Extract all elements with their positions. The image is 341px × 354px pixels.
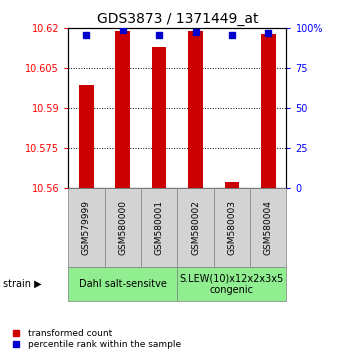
Text: GSM580004: GSM580004 bbox=[264, 200, 273, 255]
Text: GSM580002: GSM580002 bbox=[191, 200, 200, 255]
Text: S.LEW(10)x12x2x3x5
congenic: S.LEW(10)x12x2x3x5 congenic bbox=[180, 273, 284, 295]
Legend: transformed count, percentile rank within the sample: transformed count, percentile rank withi… bbox=[11, 329, 181, 349]
Bar bbox=[152, 47, 166, 188]
Text: Dahl salt-sensitve: Dahl salt-sensitve bbox=[79, 279, 167, 289]
Text: GSM579999: GSM579999 bbox=[82, 200, 91, 255]
Text: GSM580000: GSM580000 bbox=[118, 200, 127, 255]
Bar bbox=[116, 31, 130, 188]
Bar bbox=[79, 85, 94, 188]
Text: GSM580001: GSM580001 bbox=[154, 200, 164, 255]
Title: GDS3873 / 1371449_at: GDS3873 / 1371449_at bbox=[97, 12, 258, 26]
Bar bbox=[261, 34, 276, 188]
Text: strain ▶: strain ▶ bbox=[3, 279, 42, 289]
Bar bbox=[188, 31, 203, 188]
Text: GSM580003: GSM580003 bbox=[227, 200, 236, 255]
Bar bbox=[225, 182, 239, 188]
